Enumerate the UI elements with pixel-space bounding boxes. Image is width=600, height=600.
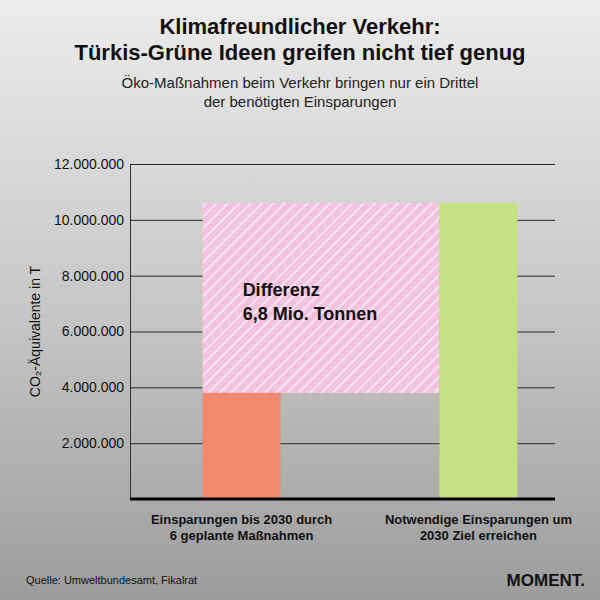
- y-axis: 2.000.000 4.000.000 6.000.000 8.000.000 10.0…: [54, 156, 555, 500]
- source: Quelle: Umweltbundesamt, Fikalrat: [26, 574, 197, 586]
- plot-area: [203, 203, 518, 499]
- difference-area: [203, 203, 440, 393]
- subtitle: Öko-Maßnahmen beim Verkehr bringen nur e…: [122, 74, 479, 110]
- y-tick: 12.000.000: [54, 156, 555, 172]
- y-tick-label: 8.000.000: [62, 268, 124, 284]
- x-axis: Einsparungen bis 2030 durch6 geplante Ma…: [151, 512, 572, 543]
- annotation: Differenz: [243, 280, 320, 300]
- title: Klimafreundlicher Verkehr:Türkis-Grüne I…: [74, 14, 525, 65]
- y-tick-label: 12.000.000: [54, 156, 124, 172]
- background: [0, 0, 600, 600]
- x-tick-label: Einsparungen bis 2030 durch6 geplante Ma…: [151, 512, 332, 543]
- bar: [439, 203, 517, 499]
- y-tick-label: 4.000.000: [62, 379, 124, 395]
- y-tick-label: 6.000.000: [62, 323, 124, 339]
- baseline: [130, 498, 555, 501]
- chart: Klimafreundlicher Verkehr:Türkis-Grüne I…: [0, 0, 600, 600]
- grid-line: [130, 164, 555, 165]
- brand-logo: MOMENT.: [507, 571, 585, 590]
- x-tick: Einsparungen bis 2030 durch6 geplante Ma…: [151, 512, 332, 543]
- bar: [203, 393, 281, 499]
- y-tick-label: 10.000.000: [54, 212, 124, 228]
- x-tick: Notwendige Einsparungen um2030 Ziel erre…: [385, 512, 572, 543]
- annotation: 6,8 Mio. Tonnen: [243, 304, 378, 324]
- y-tick-label: 2.000.000: [62, 435, 124, 451]
- y-axis-title: CO₂-Äquivalente in T: [27, 265, 43, 397]
- x-tick-label: Notwendige Einsparungen um2030 Ziel erre…: [385, 512, 572, 543]
